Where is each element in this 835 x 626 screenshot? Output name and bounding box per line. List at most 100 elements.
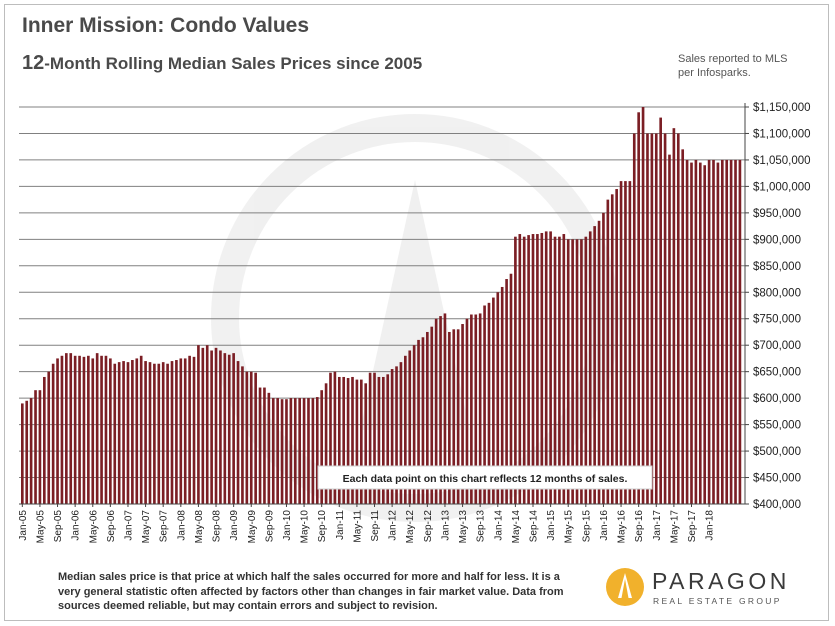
x-tick-label: May-05 bbox=[35, 510, 46, 544]
x-tick-label: Jan-17 bbox=[652, 510, 663, 541]
x-tick-label: Sep-09 bbox=[264, 510, 275, 543]
bar bbox=[558, 236, 561, 504]
bar bbox=[553, 236, 557, 504]
bar bbox=[681, 149, 685, 504]
bar bbox=[293, 398, 297, 504]
bar bbox=[170, 361, 174, 504]
bar bbox=[307, 398, 310, 504]
subtitle-number: 12 bbox=[22, 52, 45, 74]
y-axis-tick-labels: $1,150,000 $1,100,000 $1,050,000 $1,000,000… bbox=[753, 102, 811, 511]
bar bbox=[698, 162, 702, 504]
bar bbox=[364, 383, 368, 504]
bar bbox=[694, 159, 698, 504]
bar bbox=[544, 231, 548, 504]
bar bbox=[263, 387, 266, 504]
bar bbox=[676, 133, 680, 504]
bar bbox=[412, 345, 416, 504]
bar bbox=[289, 398, 293, 504]
y-tick-label: $950,000 bbox=[753, 208, 801, 220]
bar bbox=[470, 314, 473, 504]
bar bbox=[34, 390, 37, 504]
x-tick-label: May-10 bbox=[300, 510, 311, 544]
bar bbox=[377, 376, 381, 504]
x-tick-label: Jan-07 bbox=[123, 510, 134, 541]
bar bbox=[597, 220, 601, 504]
bar bbox=[241, 366, 244, 504]
y-tick-label: $1,000,000 bbox=[753, 181, 811, 193]
bar bbox=[21, 403, 24, 504]
bar bbox=[461, 324, 464, 504]
bar bbox=[87, 355, 90, 504]
bar bbox=[69, 353, 73, 504]
bar bbox=[131, 360, 134, 504]
bar bbox=[738, 159, 742, 504]
bar bbox=[646, 133, 649, 504]
bar bbox=[329, 372, 332, 504]
bar bbox=[355, 379, 359, 504]
x-tick-label: Jan-06 bbox=[71, 510, 82, 541]
bar bbox=[280, 399, 284, 504]
x-tick-label: Jan-15 bbox=[546, 510, 557, 541]
x-tick-label: May-06 bbox=[88, 510, 99, 544]
y-tick-label: $1,150,000 bbox=[753, 102, 811, 114]
bar bbox=[166, 363, 169, 504]
x-tick-label: Jan-13 bbox=[440, 510, 451, 541]
bar bbox=[593, 226, 596, 504]
bar bbox=[720, 159, 724, 504]
bar bbox=[38, 390, 42, 504]
bar bbox=[126, 362, 130, 504]
bar bbox=[65, 353, 68, 504]
y-tick-label: $1,100,000 bbox=[753, 128, 811, 140]
x-tick-label: May-15 bbox=[564, 510, 575, 544]
x-tick-label: Jan-12 bbox=[388, 510, 399, 541]
bar bbox=[615, 189, 618, 505]
bar bbox=[584, 236, 588, 504]
bar bbox=[271, 398, 275, 504]
bar bbox=[214, 347, 218, 504]
bar bbox=[439, 316, 442, 504]
x-tick-label: May-14 bbox=[511, 510, 522, 544]
x-tick-label: Sep-08 bbox=[212, 510, 223, 543]
bar bbox=[659, 117, 662, 504]
bar bbox=[650, 133, 654, 504]
x-tick-label: Sep-16 bbox=[634, 510, 645, 543]
bar bbox=[249, 371, 253, 504]
x-tick-label: Sep-15 bbox=[581, 510, 592, 543]
bar bbox=[478, 313, 482, 504]
bar bbox=[395, 366, 398, 504]
bar bbox=[373, 372, 376, 504]
x-tick-label: May-13 bbox=[458, 510, 469, 544]
bar bbox=[205, 345, 209, 504]
bar bbox=[672, 128, 676, 505]
bar bbox=[729, 159, 733, 504]
bar bbox=[575, 239, 579, 504]
bar bbox=[421, 337, 425, 504]
bar bbox=[628, 181, 632, 505]
bar bbox=[417, 339, 420, 504]
bar bbox=[258, 387, 262, 504]
bar bbox=[602, 212, 605, 504]
x-tick-label: Sep-11 bbox=[370, 510, 381, 542]
bar bbox=[456, 329, 460, 504]
paragon-logo: PARAGON REAL ESTATE GROUP bbox=[600, 566, 805, 610]
x-tick-label: Jan-16 bbox=[599, 510, 610, 541]
bar bbox=[135, 358, 139, 504]
bar bbox=[654, 133, 658, 504]
x-tick-label: May-17 bbox=[669, 510, 680, 544]
bar bbox=[712, 159, 715, 504]
y-tick-label: $400,000 bbox=[753, 499, 801, 511]
x-tick-label: May-09 bbox=[247, 510, 258, 544]
bar bbox=[549, 231, 552, 504]
y-tick-label: $1,050,000 bbox=[753, 155, 811, 167]
x-tick-label: Jan-09 bbox=[229, 510, 240, 541]
x-tick-label: Sep-07 bbox=[159, 510, 170, 543]
x-tick-label: Sep-13 bbox=[476, 510, 487, 543]
x-tick-label: Jan-05 bbox=[18, 510, 29, 541]
chart-subtitle: 12-Month Rolling Median Sales Prices sin… bbox=[22, 52, 422, 75]
bar bbox=[223, 353, 227, 504]
bar bbox=[254, 372, 257, 504]
bar bbox=[566, 239, 570, 504]
x-tick-label: Jan-18 bbox=[705, 510, 716, 541]
bar bbox=[60, 355, 64, 504]
